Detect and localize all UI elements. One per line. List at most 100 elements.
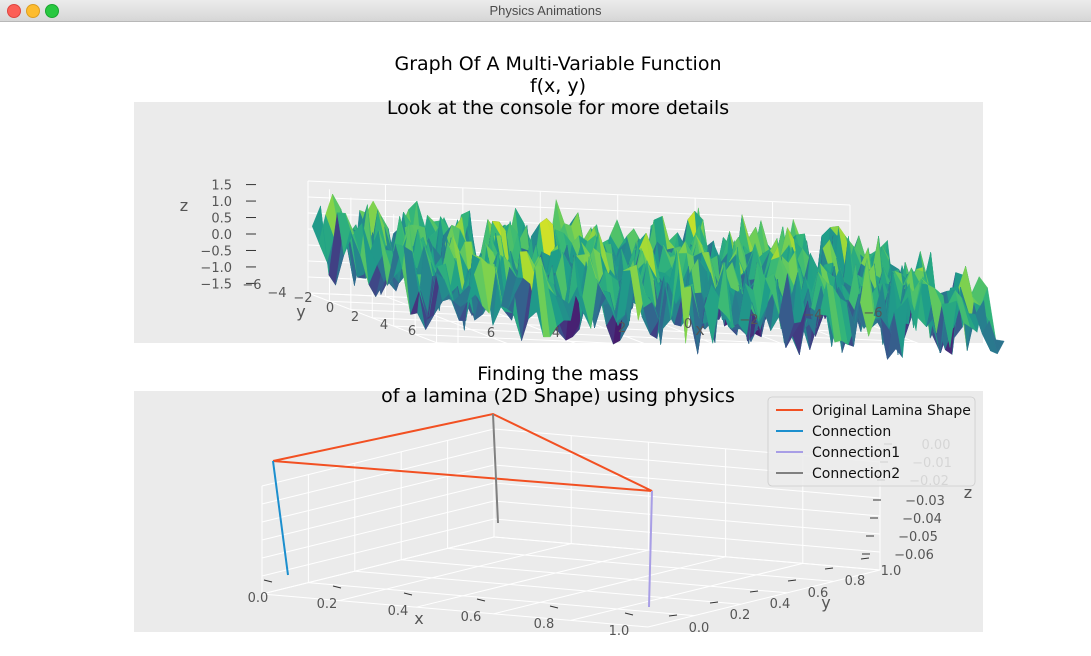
surface-x-axis-label: x (695, 320, 704, 339)
z-tick-label: 1.5 (211, 179, 232, 194)
grid-line (354, 570, 741, 605)
x-tick-mark (403, 592, 413, 596)
lamina-title-line-2: of a lamina (2D Shape) using physics (381, 385, 735, 407)
x-tick-label: 0.2 (317, 597, 338, 612)
grid-line (493, 500, 881, 535)
x-tick-label: 4 (552, 326, 560, 341)
lamina-y-axis-label: y (821, 593, 830, 612)
surface-mesh (311, 193, 1005, 361)
window-title: Physics Animations (489, 3, 602, 18)
x-tick-mark (549, 605, 559, 609)
grid-line (694, 309, 846, 369)
grid-line (261, 446, 495, 505)
z-tick-label: −0.05 (898, 530, 938, 545)
grid-line (307, 292, 459, 352)
x-tick-mark (476, 598, 486, 602)
z-tick-label: −0.06 (894, 548, 934, 563)
minimize-window-button[interactable] (26, 4, 40, 18)
grid-line (261, 593, 649, 628)
x-tick-label: 2 (618, 321, 626, 336)
grid-line (261, 500, 495, 559)
series-line-0 (272, 412, 653, 492)
legend-label-connection: Connection (812, 424, 891, 440)
grid-line (261, 482, 495, 541)
grid-line (261, 518, 495, 577)
surface-title-line-1: Graph Of A Multi-Variable Function (394, 53, 721, 75)
grid-line (372, 317, 915, 343)
z-tick-label: −0.04 (902, 512, 942, 527)
surface-chart: 1.51.0 0.50.0−0.5 −1.0−1.5 6 4 2 0 −2 −4 −6 −6 −4 −2… (134, 53, 1005, 376)
grid-line (457, 350, 1001, 376)
y-tick-label: 0.4 (770, 597, 791, 612)
grid-line (493, 556, 726, 615)
z-tick-label: −1.5 (200, 277, 232, 292)
figure-canvas: 1.51.00.50.0−0.5−1.0−1.56 4 2 0 −2 −4 −6−6−4 −2… (134, 53, 1005, 639)
y-tick-label: 6 (408, 324, 416, 339)
legend-label-connection1: Connection1 (812, 445, 900, 461)
x-tick-mark (332, 585, 342, 589)
surface-title-line-3: Look at the console for more details (387, 97, 729, 119)
x-tick-label: 6 (487, 326, 495, 341)
y-tick-label: 0.6 (808, 586, 829, 601)
legend-label-connection2: Connection2 (812, 466, 900, 482)
y-tick-mark (860, 557, 870, 560)
grid-line (849, 316, 1001, 376)
grid-line (261, 536, 495, 595)
y-tick-label: −4 (267, 286, 286, 301)
y-tick-label: 4 (380, 318, 388, 333)
lamina-lines (272, 412, 653, 608)
lamina-grid (261, 428, 881, 628)
x-tick-mark (624, 612, 634, 616)
y-tick-label: 1.0 (881, 564, 902, 579)
y-tick-label: 2 (351, 310, 359, 325)
window-titlebar: Physics Animations (0, 0, 1091, 22)
y-tick-mark (824, 567, 834, 570)
x-tick-label: 0.6 (461, 610, 482, 625)
grid-line (493, 536, 881, 571)
grid-line (493, 482, 881, 517)
grid-line (570, 562, 803, 621)
lamina-title-line-1: Finding the mass (477, 363, 639, 385)
lamina-ticks: 0.00.20.40.60.81.00.00.20.40.60.81.00.00… (248, 438, 952, 639)
y-tick-label: −2 (293, 291, 312, 306)
legend-label-original-lamina-shape: Original Lamina Shape (812, 403, 971, 419)
lamina-z-axis-label: z (964, 483, 972, 502)
y-tick-label: 0.2 (730, 608, 751, 623)
surface-ticks: 1.51.0 0.50.0−0.5 −1.0−1.5 6 4 2 0 −2 −4 −6 −6 −4 −2… (200, 179, 882, 341)
z-tick-label: 0.0 (211, 228, 232, 243)
lamina-chart: 0.00.20.40.60.81.00.00.20.40.60.81.00.00… (134, 363, 983, 639)
grid-line (308, 582, 695, 617)
z-tick-label: −0.03 (905, 494, 945, 509)
grid-line (339, 543, 572, 602)
surface-z-axis-label: z (180, 196, 188, 215)
grid-line (647, 569, 881, 628)
grid-line (401, 559, 788, 594)
grid-line (307, 196, 851, 222)
x-tick-label: 0 (684, 317, 692, 332)
grid-line (416, 549, 649, 608)
y-tick-label: 0.0 (689, 621, 710, 636)
surface-patch (988, 320, 1005, 355)
grid-line (493, 464, 881, 499)
grid-line (436, 342, 979, 368)
y-tick-label: 0.8 (845, 574, 866, 589)
x-tick-label: 0.8 (534, 617, 555, 632)
legend: Original Lamina Shape Connection Connect… (767, 396, 976, 487)
z-tick-label: 1.0 (211, 195, 232, 210)
surface-title-line-2: f(x, y) (530, 75, 586, 97)
x-tick-label: −4 (803, 308, 822, 323)
grid-line (393, 325, 936, 351)
series-line-2 (648, 490, 653, 608)
grid-line (307, 180, 851, 206)
y-tick-label: 0 (326, 301, 334, 316)
series-line-3 (492, 413, 499, 524)
maximize-window-button[interactable] (45, 4, 59, 18)
grid-line (493, 518, 881, 553)
y-tick-mark (668, 614, 678, 617)
x-tick-label: 0.0 (248, 591, 269, 606)
close-window-button[interactable] (7, 4, 21, 18)
surface-y-axis-label: y (296, 302, 305, 321)
x-tick-label: 1.0 (609, 624, 630, 639)
x-tick-label: −6 (863, 306, 882, 321)
lamina-x-axis-label: x (414, 609, 423, 628)
